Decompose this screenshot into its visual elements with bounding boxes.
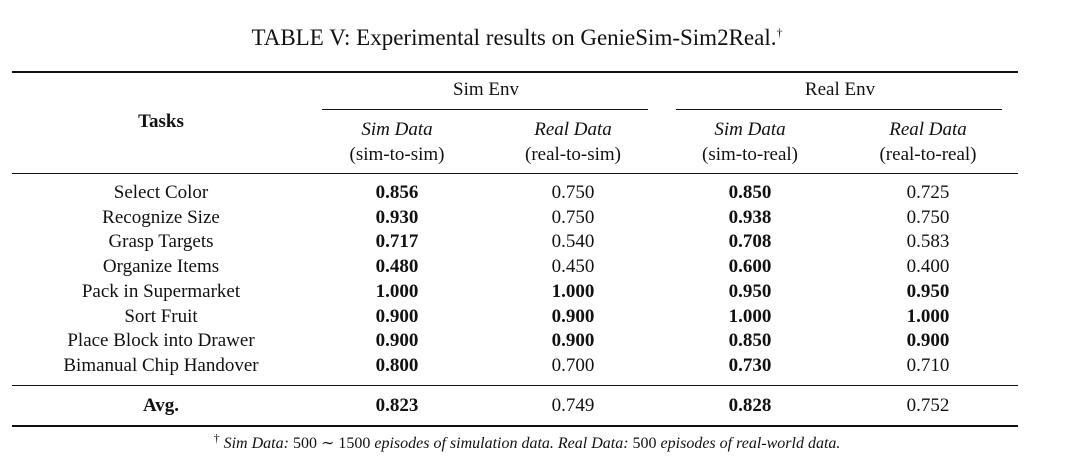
group-header: Real Env — [804, 79, 876, 100]
cell: 0.900 — [551, 330, 595, 352]
task-header: Tasks — [138, 111, 184, 132]
cell: 0.900 — [375, 305, 419, 327]
table-title: TABLE V: Experimental results on GenieSi… — [252, 25, 783, 51]
subheader-name: Real Data — [534, 119, 612, 140]
subheader-detail: (sim-to-sim) — [349, 144, 445, 165]
task-name: Select Color — [113, 182, 209, 203]
cell: 0.856 — [375, 182, 419, 203]
cell: 0.828 — [728, 395, 772, 416]
cell: 0.950 — [906, 280, 950, 302]
subheader-detail: (real-to-sim) — [524, 144, 622, 165]
footnote-part: 500 ∼ 1500 — [292, 435, 371, 453]
cell: 0.400 — [906, 256, 950, 278]
subheader-detail: (sim-to-real) — [701, 144, 799, 165]
cell: 0.717 — [375, 231, 419, 253]
footnote-part: episodes of real-world data. — [660, 435, 841, 453]
task-name: Pack in Supermarket — [81, 280, 241, 302]
header-rule — [12, 173, 1018, 174]
subheader-name: Sim Data — [714, 119, 786, 140]
task-name: Bimanual Chip Handover — [63, 354, 259, 376]
subheader-name: Sim Data — [361, 119, 433, 140]
group-rule — [676, 109, 1002, 110]
task-name: Grasp Targets — [108, 231, 214, 253]
cell: 1.000 — [375, 280, 419, 302]
cell: 0.450 — [551, 256, 595, 278]
title-text: TABLE V: Experimental results on GenieSi… — [251, 25, 777, 50]
cell: 0.480 — [375, 256, 419, 278]
cell: 0.800 — [375, 354, 419, 376]
cell: 0.583 — [906, 231, 950, 253]
cell: 1.000 — [906, 305, 950, 327]
cell: 0.930 — [375, 206, 419, 228]
cell: 0.600 — [728, 256, 772, 278]
cell: 0.700 — [551, 354, 595, 376]
cell: 0.750 — [551, 206, 595, 228]
cell: 0.900 — [375, 330, 419, 352]
task-name: Organize Items — [102, 256, 220, 278]
cell: 0.900 — [551, 305, 595, 327]
avg-rule — [12, 385, 1018, 386]
cell: 0.750 — [906, 206, 950, 228]
cell: 0.900 — [906, 330, 950, 352]
cell: 0.850 — [728, 182, 772, 203]
cell: 0.752 — [906, 395, 950, 416]
cell: 0.938 — [728, 206, 772, 228]
cell: 0.950 — [728, 280, 772, 302]
cell: 0.710 — [906, 354, 950, 376]
title-mark: † — [776, 25, 783, 40]
task-name: Sort Fruit — [124, 305, 198, 327]
cell: 0.823 — [375, 395, 419, 416]
cell: 1.000 — [728, 305, 772, 327]
task-name: Place Block into Drawer — [67, 330, 255, 352]
top-rule — [12, 71, 1018, 73]
cell: 0.749 — [551, 395, 595, 416]
cell: 0.750 — [551, 182, 595, 203]
subheader-name: Real Data — [889, 119, 967, 140]
subheader-detail: (real-to-real) — [879, 144, 977, 165]
footnote-part: Sim Data: — [223, 435, 289, 453]
task-name: Avg. — [142, 395, 180, 416]
footnote-mark: † — [213, 430, 220, 445]
cell: 0.708 — [728, 231, 772, 253]
cell: 0.850 — [728, 330, 772, 352]
group-header: Sim Env — [453, 79, 519, 100]
cell: 1.000 — [551, 280, 595, 302]
cell: 0.730 — [728, 354, 772, 376]
group-rule — [322, 109, 648, 110]
footnote-part: episodes of simulation data. Real Data: — [374, 435, 629, 453]
footnote: † Sim Data: 500 ∼ 1500 episodes of simul… — [214, 431, 841, 453]
task-name: Recognize Size — [102, 206, 220, 228]
footnote-part: 500 — [632, 435, 657, 453]
cell: 0.725 — [906, 182, 950, 203]
bottom-rule — [12, 425, 1018, 427]
cell: 0.540 — [551, 231, 595, 253]
